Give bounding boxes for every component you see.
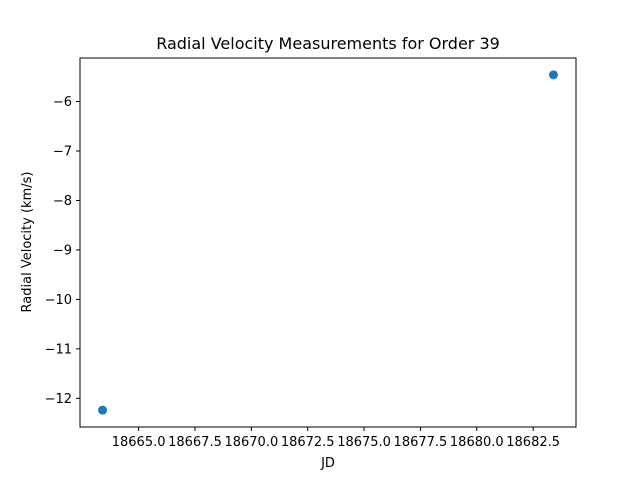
y-tick-label: −8 [53, 194, 72, 209]
plot-area [79, 57, 577, 428]
y-tick-label: −9 [53, 243, 72, 258]
x-axis-label: JD [320, 456, 335, 471]
x-tick-label: 18677.5 [394, 435, 448, 450]
y-tick-label: −10 [45, 293, 72, 308]
x-tick-label: 18667.5 [168, 435, 222, 450]
x-tick-label: 18680.0 [450, 435, 504, 450]
y-axis-ticks: −12 −11 −10 −9 −8 −7 −6 [45, 95, 80, 407]
y-tick-label: −6 [53, 95, 72, 110]
x-axis-ticks: 18665.0 18667.5 18670.0 18672.5 18675.0 18677… [112, 427, 560, 450]
y-tick-label: −7 [53, 144, 72, 159]
x-tick-label: 18665.0 [112, 435, 166, 450]
data-points [98, 70, 558, 415]
x-tick-label: 18672.5 [281, 435, 335, 450]
y-tick-label: −11 [45, 342, 72, 357]
x-tick-label: 18670.0 [224, 435, 278, 450]
y-tick-label: −12 [45, 392, 72, 407]
data-point [548, 70, 558, 80]
data-point [98, 405, 108, 415]
x-tick-label: 18682.5 [506, 435, 560, 450]
x-tick-label: 18675.0 [337, 435, 391, 450]
chart-title: Radial Velocity Measurements for Order 3… [156, 34, 500, 53]
y-axis-label: Radial Velocity (km/s) [20, 172, 35, 313]
